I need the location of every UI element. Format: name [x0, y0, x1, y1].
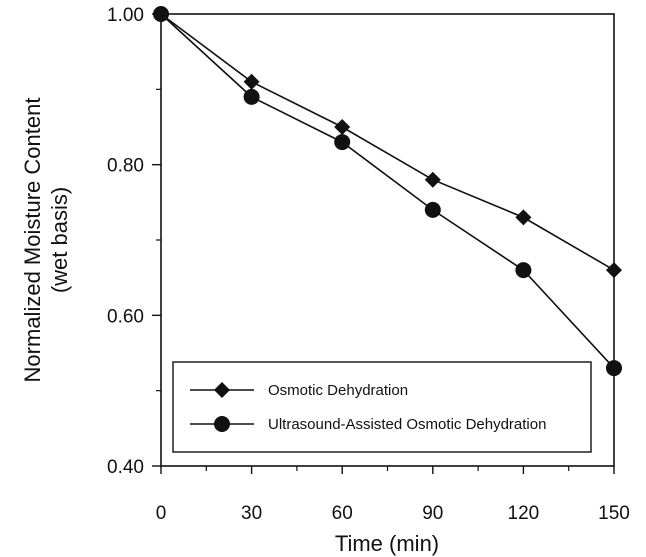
- y-tick-label: 0.80: [107, 156, 144, 177]
- data-point-diamond: [606, 262, 622, 279]
- data-point-diamond: [424, 171, 441, 188]
- x-tick-label: 120: [508, 503, 540, 524]
- y-axis-title-line-2: (wet basis): [47, 187, 72, 293]
- x-tick-label: 90: [422, 503, 443, 524]
- legend-label-ultrasound: Ultrasound-Assisted Osmotic Dehydration: [268, 416, 546, 433]
- y-tick-label: 1.00: [107, 5, 144, 26]
- legend-marker-diamond: [214, 382, 230, 398]
- x-tick-label: 150: [598, 503, 630, 524]
- legend-box: [172, 361, 592, 453]
- data-point-circle: [424, 201, 441, 218]
- series-line-ultrasound: [160, 13, 615, 369]
- y-tick-label: 0.40: [107, 457, 144, 478]
- x-tick-label: 60: [332, 503, 353, 524]
- x-tick-label: 30: [241, 503, 262, 524]
- data-point-diamond: [243, 73, 260, 90]
- y-axis-ticks: 0.40 0.60 0.80 1.00: [107, 5, 161, 478]
- series-line-osmotic: [160, 13, 615, 271]
- legend-label-osmotic: Osmotic Dehydration: [268, 382, 408, 399]
- series-layer: [153, 6, 622, 377]
- legend-marker-circle: [214, 416, 230, 432]
- data-point-circle: [515, 262, 532, 279]
- legend: Osmotic Dehydration Ultrasound-Assisted …: [172, 361, 592, 453]
- data-point-circle: [334, 134, 351, 151]
- data-point-circle: [243, 88, 260, 105]
- x-tick-label: 0: [156, 503, 167, 524]
- x-axis-ticks: 0 30 60 90 120 150: [156, 466, 630, 524]
- data-point-circle: [153, 6, 169, 22]
- y-tick-label: 0.60: [107, 306, 144, 327]
- data-point-diamond: [515, 209, 532, 226]
- data-point-diamond: [334, 119, 351, 135]
- y-axis-title-line-1: Normalized Moisture Content: [20, 98, 45, 383]
- data-point-circle: [606, 360, 622, 377]
- x-axis-title: Time (min): [335, 531, 439, 556]
